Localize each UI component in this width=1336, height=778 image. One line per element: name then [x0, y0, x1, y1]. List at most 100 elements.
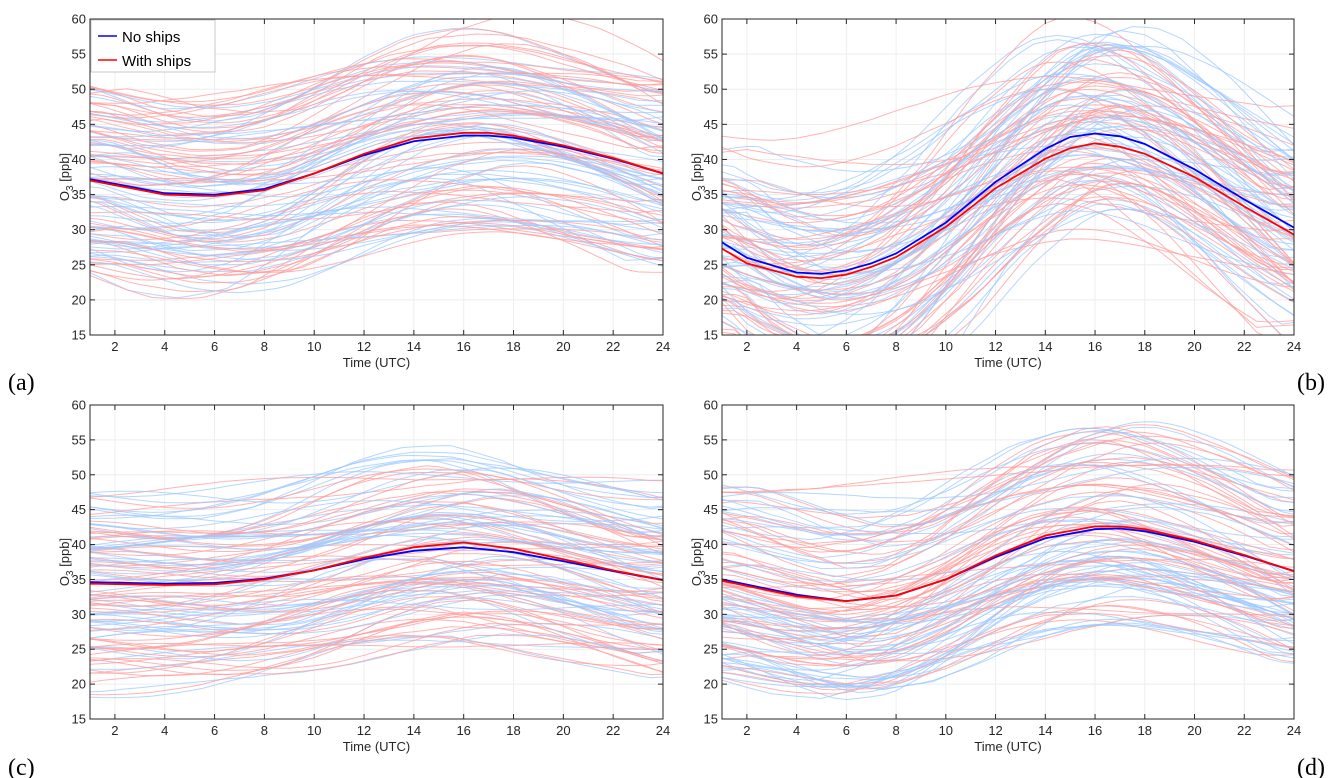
ensemble-line: [90, 208, 663, 293]
ensemble-line: [90, 192, 663, 278]
ensemble-line: [722, 104, 1294, 205]
x-tick-label: 4: [793, 339, 800, 354]
ensemble-line: [722, 162, 1294, 335]
ensemble-line: [722, 88, 1294, 301]
ensemble-line: [90, 497, 663, 564]
ensemble-line: [90, 186, 663, 250]
ensemble-line: [722, 614, 1294, 656]
ensemble-lines: [90, 19, 663, 299]
ensemble-line: [90, 597, 663, 631]
x-tick-label: 8: [892, 339, 899, 354]
ensemble-line: [722, 96, 1294, 306]
ensemble-line: [722, 500, 1294, 638]
ensemble-line: [90, 515, 663, 566]
ensemble-line: [90, 206, 663, 245]
ensemble-line: [90, 44, 663, 124]
y-tick-label: 20: [72, 677, 86, 692]
ensemble-line: [90, 216, 663, 284]
ensemble-line: [90, 56, 663, 110]
x-tick-label: 4: [793, 723, 800, 738]
ensemble-line: [722, 461, 1294, 587]
ensemble-line: [90, 476, 663, 498]
ensemble-line: [90, 589, 663, 649]
ensemble-line: [909, 173, 1264, 335]
y-tick-label: 20: [704, 677, 718, 692]
x-tick-label: 22: [606, 723, 620, 738]
ensemble-line: [722, 183, 1294, 335]
x-tick-label: 6: [211, 723, 218, 738]
ensemble-line: [867, 125, 1294, 335]
y-axis-label: O3 [ppb]: [57, 153, 76, 201]
ensemble-line: [90, 532, 663, 575]
ensemble-lines: [90, 445, 663, 699]
ensemble-line: [722, 135, 1294, 293]
ensemble-line: [969, 208, 1294, 335]
x-tick-label: 8: [261, 723, 268, 738]
y-tick-label: 55: [72, 432, 86, 447]
y-tick-label: 50: [72, 82, 86, 97]
ensemble-line: [90, 112, 663, 160]
ensemble-line: [90, 55, 663, 133]
ensemble-line: [722, 228, 1294, 308]
ensemble-line: [722, 81, 1294, 168]
ensemble-line: [722, 179, 1294, 335]
ensemble-line: [722, 519, 1294, 623]
ensemble-line: [722, 33, 1294, 246]
x-tick-label: 2: [111, 723, 118, 738]
series-line-no-ships: [90, 546, 663, 585]
ensemble-line: [90, 122, 663, 234]
ensemble-line: [90, 224, 663, 285]
y-tick-label: 55: [704, 47, 718, 62]
ensemble-line: [90, 177, 663, 216]
x-tick-label: 8: [892, 723, 899, 738]
panel-a: 2 4 6 8 10 12 14 16 18 20 22 2415202530354045505560…: [8, 12, 670, 397]
x-tick-label: 4: [161, 723, 168, 738]
series-line-no-ships: [90, 134, 663, 196]
ensemble-line: [90, 167, 663, 273]
ensemble-line: [722, 560, 1294, 659]
x-tick-label: 16: [456, 723, 470, 738]
y-tick-label: 60: [704, 398, 718, 413]
ensemble-line: [722, 430, 1294, 536]
y-tick-label: 30: [704, 222, 718, 237]
ensemble-line: [90, 500, 663, 530]
y-tick-label: 60: [72, 12, 86, 27]
y-tick-label: 50: [704, 467, 718, 482]
ensemble-line: [90, 162, 663, 249]
x-tick-label: 6: [843, 339, 850, 354]
y-tick-label: 35: [704, 187, 718, 202]
y-tick-label: 15: [704, 712, 718, 727]
series-line-with-ships: [722, 525, 1294, 603]
x-tick-label: 12: [988, 723, 1002, 738]
series-line-no-ships: [722, 132, 1294, 275]
ensemble-line: [90, 28, 663, 118]
ensemble-line: [722, 26, 1294, 253]
y-axis-label: O3 [ppb]: [689, 153, 708, 201]
ensemble-line: [90, 459, 663, 517]
axes-box: [721, 18, 1295, 336]
y-axis-label: O3 [ppb]: [57, 538, 76, 586]
ensemble-line: [722, 47, 1294, 237]
ensemble-line: [90, 555, 663, 626]
axes-box: [721, 404, 1295, 720]
ensemble-line: [722, 208, 1294, 327]
ensemble-line: [90, 217, 663, 294]
ensemble-line: [90, 491, 663, 527]
ensemble-line: [722, 63, 1294, 218]
y-tick-label: 30: [72, 607, 86, 622]
ensemble-line: [90, 471, 663, 536]
ensemble-line: [722, 508, 1294, 612]
x-tick-label: 18: [1138, 723, 1152, 738]
x-tick-label: 8: [261, 339, 268, 354]
x-tick-label: 14: [407, 339, 421, 354]
ensemble-line: [90, 92, 663, 181]
ensemble-line: [722, 44, 1294, 199]
ensemble-line: [90, 553, 663, 602]
ensemble-line: [722, 457, 1294, 500]
ensemble-line: [722, 435, 1294, 519]
ensemble-line: [90, 173, 663, 252]
ensemble-line: [722, 624, 1294, 686]
ensemble-line: [722, 578, 1294, 635]
ensemble-line: [722, 488, 1294, 593]
